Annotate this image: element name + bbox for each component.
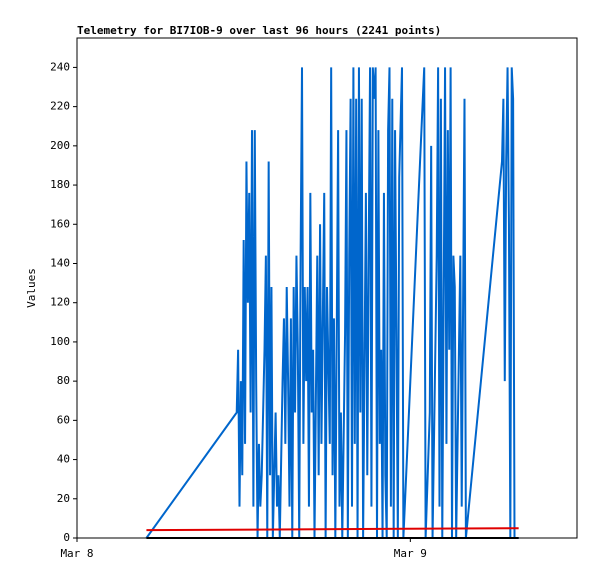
y-tick-label: 220 — [50, 100, 70, 113]
y-tick-label: 20 — [57, 492, 70, 505]
y-tick-label: 60 — [57, 413, 70, 426]
y-tick-label: 180 — [50, 178, 70, 191]
x-tick-label: Mar 9 — [394, 547, 427, 560]
y-tick-label: 100 — [50, 335, 70, 348]
y-tick-label: 160 — [50, 217, 70, 230]
y-tick-label: 240 — [50, 60, 70, 73]
y-tick-label: 120 — [50, 296, 70, 309]
series-line — [146, 527, 519, 532]
y-tick-label: 200 — [50, 139, 70, 152]
y-tick-label: 80 — [57, 374, 70, 387]
x-tick-label: Mar 8 — [60, 547, 93, 560]
y-tick-label: 40 — [57, 453, 70, 466]
chart-title: Telemetry for BI7IOB-9 over last 96 hour… — [77, 24, 441, 37]
y-axis-label: Values — [25, 268, 38, 308]
y-tick-label: 140 — [50, 256, 70, 269]
y-tick-label: 0 — [63, 531, 70, 544]
